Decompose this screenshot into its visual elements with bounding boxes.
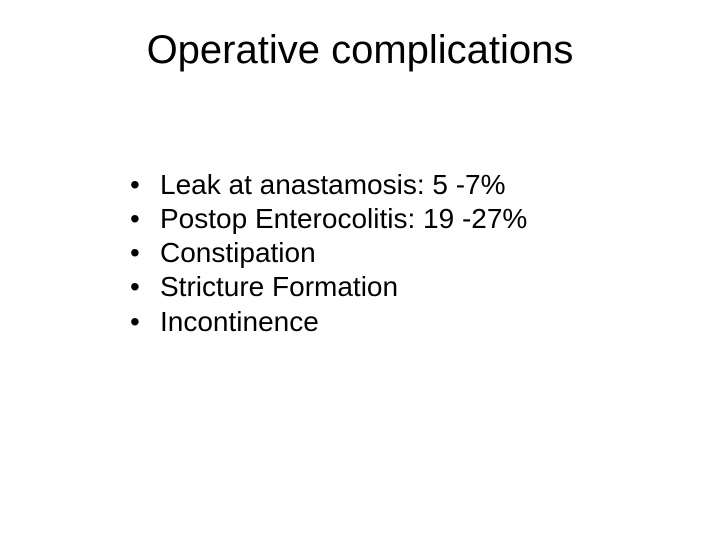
slide-container: Operative complications Leak at anastamo… — [0, 0, 720, 540]
list-item: Stricture Formation — [130, 270, 720, 304]
list-item: Leak at anastamosis: 5 -7% — [130, 168, 720, 202]
list-item: Incontinence — [130, 305, 720, 339]
list-item: Constipation — [130, 236, 720, 270]
slide-title: Operative complications — [0, 28, 720, 73]
bullet-list: Leak at anastamosis: 5 -7% Postop Entero… — [0, 168, 720, 339]
list-item: Postop Enterocolitis: 19 -27% — [130, 202, 720, 236]
